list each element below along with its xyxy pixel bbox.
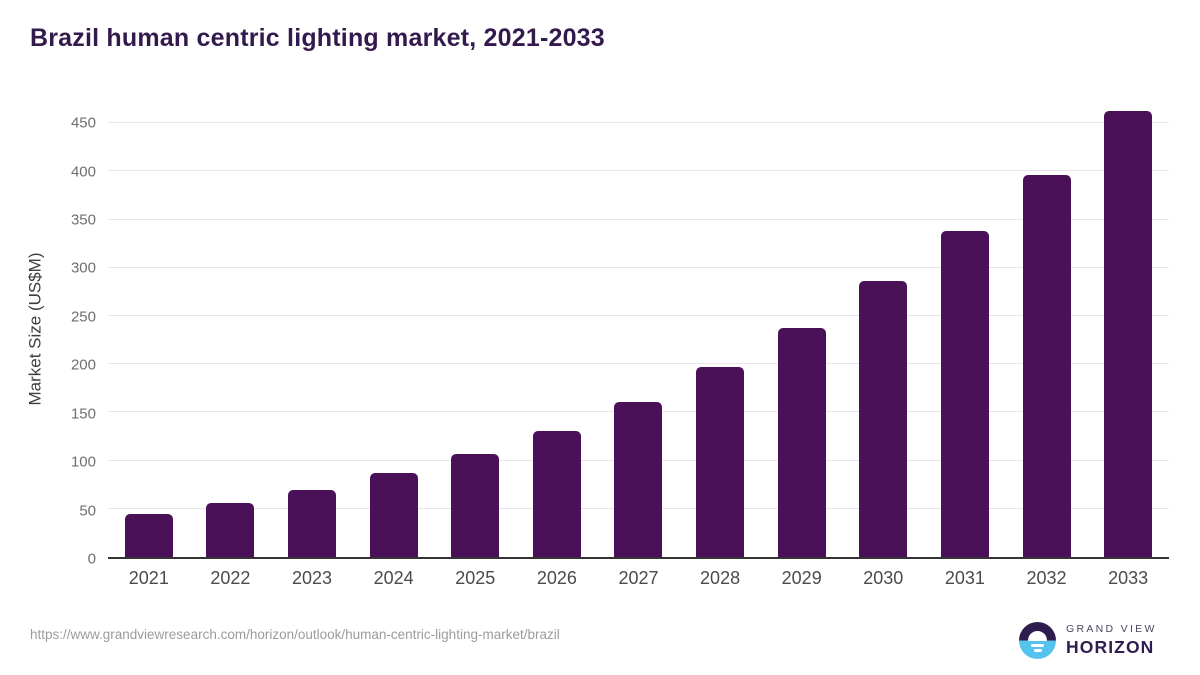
plot-area [108, 99, 1169, 559]
bar-slot-2033 [1087, 99, 1169, 557]
bar-slot-2030 [842, 99, 924, 557]
bar-2023 [288, 489, 337, 557]
logo-text: GRAND VIEW HORIZON [1066, 623, 1157, 658]
gridline-350 [108, 218, 1169, 220]
x-tick-label-2023: 2023 [292, 568, 333, 588]
x-tick-label-2033: 2033 [1108, 568, 1149, 588]
logo-grand-view-label: GRAND VIEW [1066, 623, 1157, 635]
gridline-200 [108, 363, 1169, 365]
bar-2022 [206, 503, 255, 557]
gridline-300 [108, 266, 1169, 268]
bar-2027 [614, 401, 663, 557]
sun-dome-shape [1028, 630, 1047, 641]
x-tick-label-2028: 2028 [700, 568, 741, 588]
bar-slot-2025 [434, 99, 516, 557]
logo-horizon-label: HORIZON [1066, 637, 1155, 657]
bar-slot-2032 [1006, 99, 1088, 557]
bar-2024 [369, 473, 418, 557]
y-axis-ticks: 0 50 100 150 200 250 300 350 400 450 [36, 99, 96, 568]
x-tick-label-2030: 2030 [863, 568, 904, 588]
x-tick-label-2024: 2024 [373, 568, 414, 588]
bar-series [108, 99, 1169, 557]
y-tick-label-100: 100 [70, 453, 96, 471]
bar-slot-2031 [924, 99, 1006, 557]
y-tick-label-150: 150 [70, 405, 96, 423]
bar-slot-2027 [598, 99, 680, 557]
y-tick-label-200: 200 [70, 356, 96, 374]
bar-slot-2028 [679, 99, 761, 557]
bar-slot-2026 [516, 99, 598, 557]
x-tick-label-2032: 2032 [1026, 568, 1067, 588]
bar-2028 [696, 367, 745, 557]
bar-2026 [532, 430, 581, 557]
x-tick-label-2025: 2025 [455, 568, 496, 588]
bar-2031 [940, 231, 989, 557]
x-tick-label-2022: 2022 [210, 568, 251, 588]
bar-2025 [451, 453, 500, 557]
bar-2032 [1022, 175, 1071, 557]
y-tick-label-450: 450 [70, 114, 96, 132]
sun-reflection-line [1033, 649, 1042, 652]
gridline-400 [108, 170, 1169, 172]
x-tick-label-2026: 2026 [536, 568, 577, 588]
x-tick-label-2021: 2021 [128, 568, 169, 588]
x-tick-label-2027: 2027 [618, 568, 659, 588]
y-tick-label-300: 300 [70, 259, 96, 277]
bar-slot-2021 [108, 99, 190, 557]
horizon-sun-icon [1019, 622, 1056, 659]
bar-2033 [1104, 110, 1153, 557]
bar-2030 [859, 281, 908, 557]
gridline-450 [108, 122, 1169, 124]
y-tick-label-400: 400 [70, 163, 96, 181]
gridline-250 [108, 314, 1169, 316]
y-tick-label-0: 0 [87, 550, 96, 568]
y-tick-label-250: 250 [70, 308, 96, 326]
x-axis-ticks: 2021 2022 2023 2024 2025 2026 2027 2028 2029 2030… [108, 568, 1169, 589]
y-tick-label-50: 50 [79, 502, 96, 520]
x-tick-label-2029: 2029 [781, 568, 822, 588]
bar-slot-2023 [271, 99, 353, 557]
y-tick-label-350: 350 [70, 211, 96, 229]
bar-2021 [124, 513, 173, 557]
x-tick-label-2031: 2031 [944, 568, 985, 588]
sun-reflection-line [1031, 643, 1044, 647]
bar-2029 [777, 327, 826, 557]
bar-slot-2024 [353, 99, 435, 557]
bar-slot-2022 [190, 99, 272, 557]
source-url: https://www.grandviewresearch.com/horizo… [30, 627, 560, 642]
bar-slot-2029 [761, 99, 843, 557]
grand-view-horizon-logo: GRAND VIEW HORIZON [1019, 622, 1157, 659]
chart-title: Brazil human centric lighting market, 20… [30, 24, 605, 52]
